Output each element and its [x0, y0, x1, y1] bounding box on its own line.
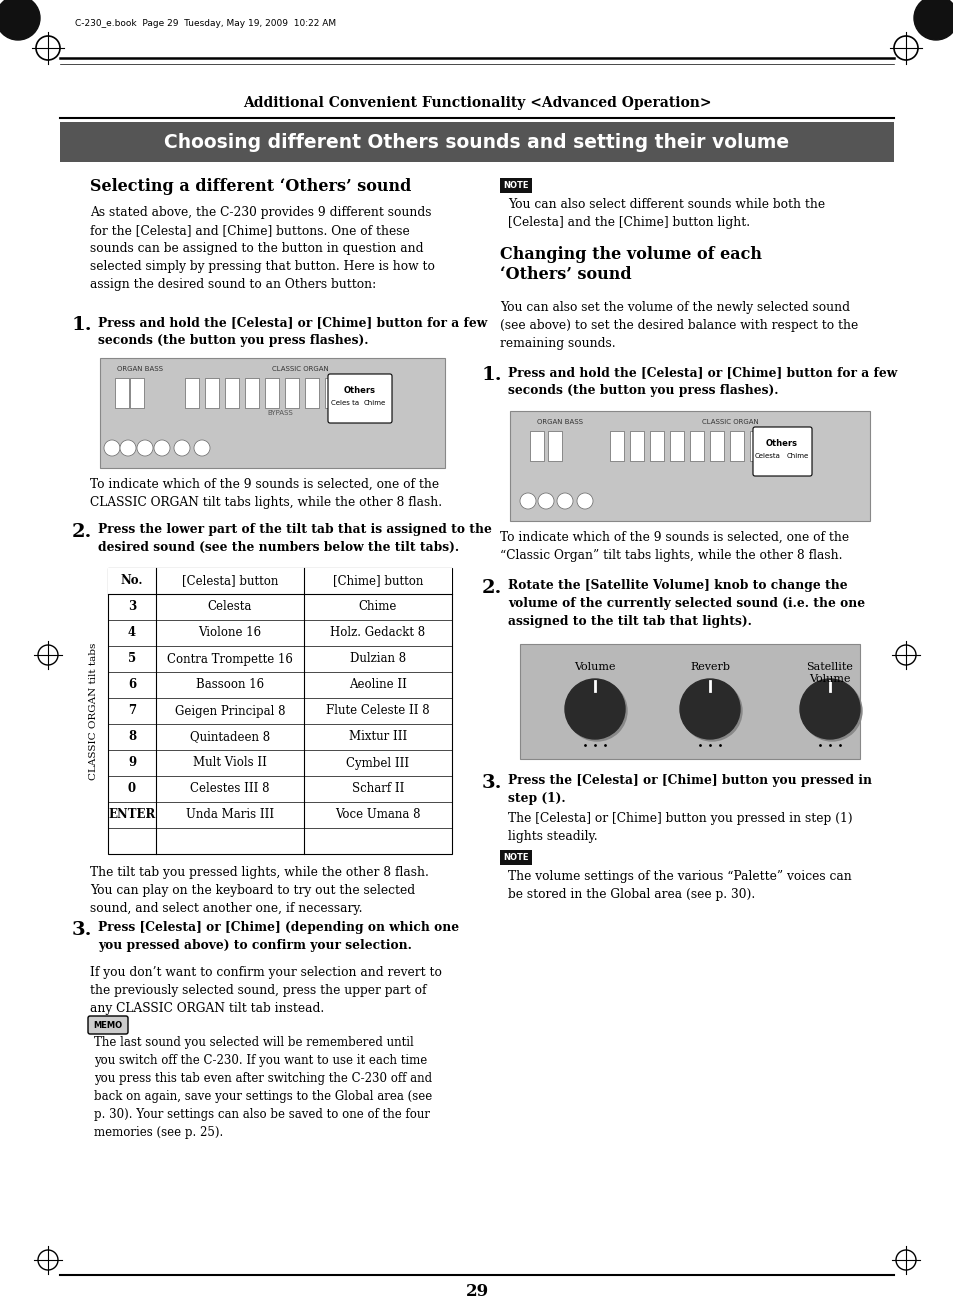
- Text: Others: Others: [344, 386, 375, 395]
- Text: Contra Trompette 16: Contra Trompette 16: [167, 653, 293, 666]
- Bar: [100, 358, 444, 468]
- Text: CLASSIC ORGAN: CLASSIC ORGAN: [700, 419, 758, 425]
- Circle shape: [566, 681, 626, 742]
- Text: No.: No.: [121, 574, 143, 587]
- Bar: [108, 568, 452, 594]
- Bar: [499, 178, 532, 194]
- Bar: [769, 432, 783, 460]
- Text: Rotate the [Satellite Volume] knob to change the
volume of the currently selecte: Rotate the [Satellite Volume] knob to ch…: [507, 579, 864, 628]
- Text: Choosing different Others sounds and setting their volume: Choosing different Others sounds and set…: [164, 132, 789, 152]
- Bar: [629, 432, 643, 460]
- Circle shape: [564, 679, 624, 739]
- Bar: [305, 378, 318, 408]
- Text: You can also set the volume of the newly selected sound
(see above) to set the d: You can also set the volume of the newly…: [499, 301, 858, 351]
- Bar: [130, 378, 144, 408]
- Text: Celestes III 8: Celestes III 8: [190, 782, 270, 795]
- Text: Additional Convenient Functionality <Advanced Operation>: Additional Convenient Functionality <Adv…: [242, 95, 711, 110]
- Text: 3: 3: [128, 600, 136, 613]
- Text: ENTER: ENTER: [109, 808, 155, 821]
- Text: ORGAN BASS: ORGAN BASS: [537, 419, 582, 425]
- Bar: [749, 432, 763, 460]
- Bar: [729, 432, 743, 460]
- Bar: [345, 378, 358, 408]
- Bar: [205, 378, 219, 408]
- Bar: [547, 432, 561, 460]
- Bar: [499, 850, 532, 865]
- Text: 4: 4: [128, 627, 136, 640]
- Circle shape: [0, 0, 40, 41]
- Circle shape: [120, 439, 136, 456]
- Circle shape: [913, 0, 953, 41]
- Text: Geigen Principal 8: Geigen Principal 8: [174, 705, 285, 718]
- Text: Press and hold the [Celesta] or [Chime] button for a few
seconds (the button you: Press and hold the [Celesta] or [Chime] …: [507, 366, 897, 398]
- Text: 5: 5: [128, 653, 136, 666]
- Text: To indicate which of the 9 sounds is selected, one of the
“Classic Organ” tilt t: To indicate which of the 9 sounds is sel…: [499, 531, 848, 562]
- Text: To indicate which of the 9 sounds is selected, one of the
CLASSIC ORGAN tilt tab: To indicate which of the 9 sounds is sel…: [90, 477, 441, 509]
- Text: Changing the volume of each
‘Others’ sound: Changing the volume of each ‘Others’ sou…: [499, 246, 761, 283]
- Circle shape: [681, 681, 741, 742]
- Bar: [265, 378, 278, 408]
- Circle shape: [137, 439, 152, 456]
- Text: 8: 8: [128, 730, 136, 743]
- Text: 3.: 3.: [71, 921, 92, 939]
- Text: Volume: Volume: [574, 662, 615, 672]
- Text: The tilt tab you pressed lights, while the other 8 flash.
You can play on the ke: The tilt tab you pressed lights, while t…: [90, 866, 429, 916]
- Bar: [185, 378, 199, 408]
- Text: Mixtur III: Mixtur III: [349, 730, 407, 743]
- Text: ORGAN BASS: ORGAN BASS: [117, 366, 163, 371]
- Text: MEMO: MEMO: [93, 1020, 122, 1029]
- Circle shape: [537, 493, 554, 509]
- Bar: [510, 411, 869, 521]
- Text: Violone 16: Violone 16: [198, 627, 261, 640]
- Text: Voce Umana 8: Voce Umana 8: [335, 808, 420, 821]
- Bar: [108, 568, 452, 854]
- Text: 0: 0: [128, 782, 136, 795]
- Text: CLASSIC ORGAN tilt tabs: CLASSIC ORGAN tilt tabs: [90, 642, 98, 780]
- Text: The [Celesta] or [Chime] button you pressed in step (1)
lights steadily.: The [Celesta] or [Chime] button you pres…: [507, 812, 852, 842]
- Text: 1.: 1.: [71, 317, 92, 334]
- Text: 2.: 2.: [481, 579, 502, 596]
- Text: 1.: 1.: [481, 366, 502, 385]
- Text: Dulzian 8: Dulzian 8: [350, 653, 406, 666]
- Circle shape: [104, 439, 120, 456]
- Text: [Celesta] button: [Celesta] button: [182, 574, 278, 587]
- Bar: [245, 378, 258, 408]
- Text: Celesta: Celesta: [754, 453, 781, 459]
- FancyBboxPatch shape: [328, 374, 392, 422]
- Text: NOTE: NOTE: [503, 853, 528, 862]
- Text: Celes ta: Celes ta: [331, 400, 358, 405]
- Text: Flute Celeste II 8: Flute Celeste II 8: [326, 705, 430, 718]
- Text: Cymbel III: Cymbel III: [346, 756, 409, 769]
- Circle shape: [679, 679, 740, 739]
- Text: Press the [Celesta] or [Chime] button you pressed in
step (1).: Press the [Celesta] or [Chime] button yo…: [507, 774, 871, 804]
- Text: Celesta: Celesta: [208, 600, 252, 613]
- Text: 3.: 3.: [481, 774, 502, 793]
- Text: Quintadeen 8: Quintadeen 8: [190, 730, 270, 743]
- Text: 6: 6: [128, 679, 136, 692]
- Circle shape: [800, 679, 859, 739]
- Bar: [709, 432, 723, 460]
- FancyBboxPatch shape: [88, 1016, 128, 1035]
- Circle shape: [193, 439, 210, 456]
- Text: [Chime] button: [Chime] button: [333, 574, 423, 587]
- Text: Chime: Chime: [358, 600, 396, 613]
- Text: C-230_e.book  Page 29  Tuesday, May 19, 2009  10:22 AM: C-230_e.book Page 29 Tuesday, May 19, 20…: [75, 18, 335, 27]
- Text: 29: 29: [465, 1283, 488, 1300]
- Text: Selecting a different ‘Others’ sound: Selecting a different ‘Others’ sound: [90, 178, 411, 195]
- Text: 2.: 2.: [71, 523, 92, 542]
- Text: Bassoon 16: Bassoon 16: [195, 679, 264, 692]
- Text: 9: 9: [128, 756, 136, 769]
- Text: Chime: Chime: [786, 453, 808, 459]
- Text: NOTE: NOTE: [503, 181, 528, 190]
- Bar: [115, 378, 129, 408]
- Text: The volume settings of the various “Palette” voices can
be stored in the Global : The volume settings of the various “Pale…: [507, 870, 851, 901]
- Circle shape: [173, 439, 190, 456]
- Text: Unda Maris III: Unda Maris III: [186, 808, 274, 821]
- Bar: [285, 378, 298, 408]
- Text: Press [Celesta] or [Chime] (depending on which one
you pressed above) to confirm: Press [Celesta] or [Chime] (depending on…: [98, 921, 458, 952]
- Bar: [689, 432, 703, 460]
- Bar: [609, 432, 623, 460]
- Bar: [60, 122, 893, 162]
- Bar: [669, 432, 683, 460]
- Circle shape: [801, 681, 862, 742]
